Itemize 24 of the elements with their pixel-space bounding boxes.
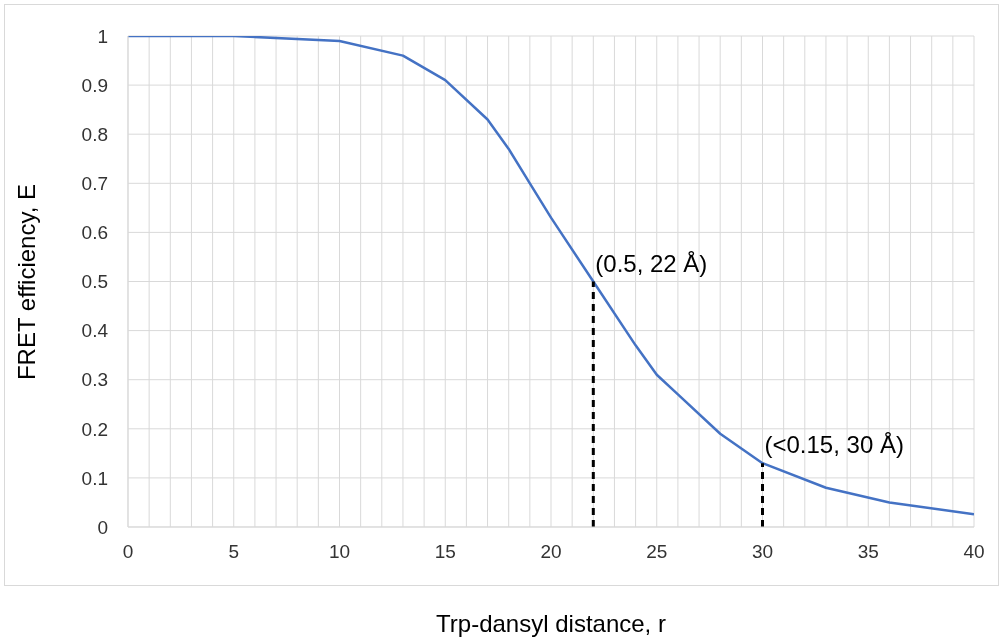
annotation: (<0.15, 30 Å) [764, 431, 904, 459]
x-tick-label: 25 [646, 541, 668, 563]
x-tick-label: 0 [122, 541, 134, 563]
y-axis-title: FRET efficiency, E [13, 183, 41, 381]
x-tick-label: 10 [328, 541, 351, 563]
y-tick-label: 0.5 [81, 271, 108, 293]
y-tick-label: 0.6 [81, 222, 108, 244]
y-tick-label: 0.3 [81, 369, 108, 391]
x-tick-label: 5 [228, 541, 240, 563]
x-tick-label: 40 [963, 541, 985, 563]
y-tick-label: 0 [97, 516, 108, 538]
x-tick-label: 15 [434, 541, 456, 563]
annotation: (0.5, 22 Å) [595, 249, 708, 277]
y-tick-label: 0.1 [81, 467, 108, 489]
x-tick-label: 20 [540, 541, 562, 563]
y-tick-label: 0.2 [81, 418, 108, 440]
y-tick-label: 0.4 [81, 320, 109, 342]
y-tick-label: 1 [97, 25, 108, 47]
y-tick-label: 0.9 [81, 74, 108, 96]
y-tick-label: 0.8 [81, 123, 108, 145]
x-axis-title: Trp-dansyl distance, r [435, 610, 667, 638]
y-tick-label: 0.7 [81, 173, 108, 195]
x-tick-label: 35 [857, 541, 879, 563]
x-tick-label: 30 [751, 541, 774, 563]
